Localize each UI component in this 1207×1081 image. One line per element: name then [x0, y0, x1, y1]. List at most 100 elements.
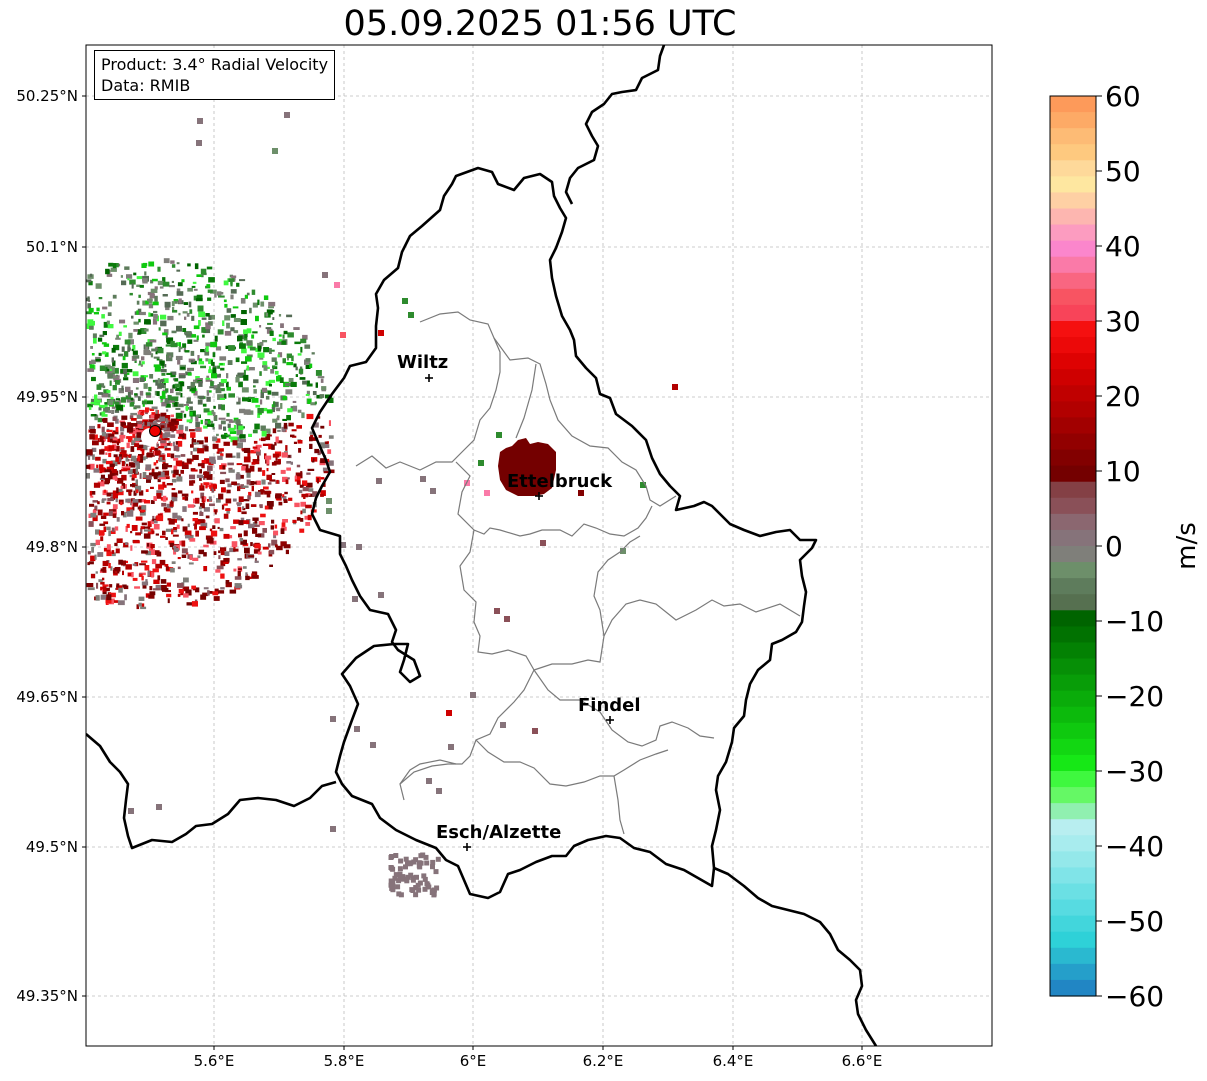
radar-pixel	[171, 528, 178, 533]
radar-pixel	[408, 312, 414, 318]
colorbar-swatch	[1050, 979, 1096, 997]
radar-pixel	[221, 404, 225, 411]
radar-pixel	[165, 403, 171, 408]
radar-pixel	[109, 530, 116, 534]
radar-pixel	[296, 464, 301, 468]
radar-pixel	[398, 892, 404, 898]
radar-pixel	[293, 363, 297, 368]
radar-pixel	[252, 331, 258, 334]
radar-pixel	[104, 402, 111, 405]
colorbar-swatch	[1050, 610, 1096, 627]
radar-pixel	[200, 492, 205, 499]
radar-pixel	[145, 392, 151, 396]
radar-pixel	[148, 298, 153, 304]
radar-pixel	[286, 415, 291, 421]
city-markers	[425, 374, 614, 851]
radar-pixel	[152, 420, 157, 424]
radar-pixel	[448, 744, 454, 750]
radar-pixel	[103, 389, 109, 394]
radar-pixel	[145, 489, 149, 492]
radar-pixel	[166, 352, 174, 358]
radar-pixel	[248, 523, 255, 529]
radar-pixel	[260, 513, 266, 518]
radar-pixel	[217, 329, 224, 335]
radar-pixel	[191, 585, 196, 590]
radar-pixel	[192, 518, 199, 522]
radar-pixel	[186, 397, 191, 403]
radar-pixel	[123, 372, 128, 377]
radar-pixel	[166, 582, 171, 587]
radar-pixel	[275, 544, 278, 548]
radar-pixel	[144, 529, 151, 532]
radar-pixel	[316, 477, 319, 484]
radar-pixel	[124, 339, 131, 345]
radar-pixel	[98, 407, 102, 411]
radar-pixel	[132, 371, 139, 377]
radar-pixel	[251, 334, 255, 339]
radar-pixel	[218, 424, 222, 430]
radar-pixel	[121, 560, 126, 566]
radar-pixel	[151, 468, 155, 474]
radar-pixel	[92, 510, 97, 514]
radar-pixel	[111, 367, 115, 373]
radar-pixel	[233, 318, 241, 322]
radar-pixel	[228, 427, 235, 432]
radar-pixel	[324, 441, 329, 445]
radar-pixel	[160, 378, 165, 382]
radar-pixel	[153, 356, 160, 359]
radar-pixel	[239, 343, 246, 349]
radar-pixel	[237, 335, 243, 342]
radar-pixel	[405, 861, 410, 867]
colorbar-swatch	[1050, 562, 1096, 579]
radar-pixel	[211, 409, 214, 415]
radar-pixel	[151, 412, 156, 415]
radar-pixel	[234, 576, 242, 580]
radar-pixel	[182, 586, 190, 592]
radar-pixel	[378, 592, 384, 598]
radar-pixel	[218, 555, 221, 560]
radar-pixel	[215, 438, 221, 443]
radar-pixel	[195, 530, 199, 537]
radar-pixel	[182, 506, 187, 512]
radar-pixel	[392, 875, 398, 881]
radar-pixel	[219, 356, 227, 361]
radar-pixel	[278, 352, 283, 358]
radar-pixel	[203, 408, 210, 413]
radar-pixel	[109, 380, 112, 386]
radar-pixel	[243, 329, 248, 334]
colorbar-swatch	[1050, 915, 1096, 933]
radar-pixel	[139, 360, 142, 365]
radar-pixel	[285, 549, 289, 555]
radar-pixel	[221, 434, 227, 439]
radar-pixel	[230, 526, 236, 530]
radar-pixel	[131, 525, 138, 531]
radar-pixel	[206, 284, 211, 288]
radar-pixel	[190, 451, 193, 455]
radar-pixel	[307, 468, 315, 471]
radar-pixel	[269, 348, 272, 354]
radar-pixel	[165, 566, 169, 571]
radar-pixel	[295, 374, 298, 377]
radar-pixel	[209, 314, 215, 320]
radar-pixel	[206, 482, 212, 488]
radar-pixel	[197, 305, 204, 312]
radar-pixel	[218, 295, 225, 298]
colorbar-swatch	[1050, 160, 1096, 177]
radar-pixel	[120, 397, 126, 403]
radar-pixel	[243, 456, 251, 463]
colorbar-swatch	[1050, 658, 1096, 676]
radar-pixel	[88, 463, 95, 470]
radar-pixel	[265, 381, 271, 386]
radar-pixel	[163, 443, 171, 446]
radar-pixel	[150, 446, 155, 450]
radar-pixel	[170, 340, 173, 344]
radar-pixel	[152, 518, 158, 521]
radar-pixel	[312, 491, 318, 497]
radar-pixel	[245, 503, 250, 509]
radar-pixel	[230, 289, 237, 294]
radar-pixel	[273, 460, 281, 465]
radar-pixel	[185, 534, 191, 539]
radar-pixel	[328, 420, 331, 426]
radar-pixel	[263, 347, 270, 353]
